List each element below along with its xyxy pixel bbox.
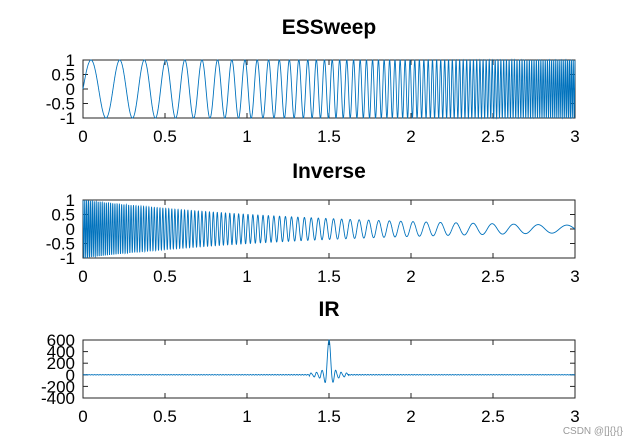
watermark-text: CSDN @[]{}{} [562,426,623,437]
ir-ytick-label: 200 [47,354,75,373]
inverse-ytick-label: 1 [66,191,75,210]
ir-xtick-label: 0 [78,407,87,426]
essweep-xtick-label: 0 [78,127,87,146]
inverse-ytick-label: -0.5 [46,235,75,254]
essweep-xtick-label: 3 [570,127,579,146]
inverse-xtick-label: 1 [242,267,251,286]
inverse-xtick-label: 0 [78,267,87,286]
essweep-ytick-label: 0 [66,80,75,99]
inverse-ticks: 0 0.5 1 1.5 2 2.5 3-1-0.500.51 [46,191,580,286]
essweep-ytick-label: 0.5 [51,66,75,85]
ir-xtick-label: 2.5 [481,407,505,426]
essweep-xtick-label: 1.5 [317,127,341,146]
ir-xtick-label: 2 [406,407,415,426]
ir-xtick-label: 1.5 [317,407,341,426]
inverse-xtick-label: 1.5 [317,267,341,286]
ir-ytick-label: 0 [66,366,75,385]
essweep-xtick-label: 2.5 [481,127,505,146]
essweep-ytick-label: -1 [60,109,75,128]
essweep-title: ESSweep [282,16,377,39]
subplot-inverse: Inverse 0 0.5 1 1.5 2 2.5 3-1-0.500.51 [46,160,580,286]
essweep-series-line [82,58,576,120]
inverse-ytick-label: 0 [66,220,75,239]
essweep-xtick-label: 1 [242,127,251,146]
essweep-ticks: 0 0.5 1 1.5 2 2.5 3-1-0.500.51 [46,51,580,146]
inverse-ytick-label: 0.5 [51,206,75,225]
ir-xtick-label: 1 [242,407,251,426]
inverse-xtick-label: 0.5 [153,267,177,286]
ir-ytick-label: 400 [47,343,75,362]
ir-ytick-label: -200 [41,377,75,396]
ir-series-line [82,339,576,384]
inverse-title: Inverse [292,160,366,183]
ir-xtick-label: 3 [570,407,579,426]
inverse-series-line [82,199,576,259]
ir-ytick-label: -400 [41,389,75,408]
inverse-xtick-label: 3 [570,267,579,286]
essweep-xtick-label: 2 [406,127,415,146]
inverse-xtick-label: 2 [406,267,415,286]
essweep-ytick-label: -0.5 [46,95,75,114]
essweep-xtick-label: 0.5 [153,127,177,146]
ir-title: IR [319,298,340,321]
essweep-ytick-label: 1 [66,51,75,70]
ir-plot-area [82,339,576,399]
inverse-xtick-label: 2.5 [481,267,505,286]
ir-ytick-label: 600 [47,331,75,350]
ir-xtick-label: 0.5 [153,407,177,426]
subplot-essweep: ESSweep 0 0.5 1 1.5 2 2.5 3-1-0.500.51 [46,16,580,146]
inverse-ytick-label: -1 [60,249,75,268]
